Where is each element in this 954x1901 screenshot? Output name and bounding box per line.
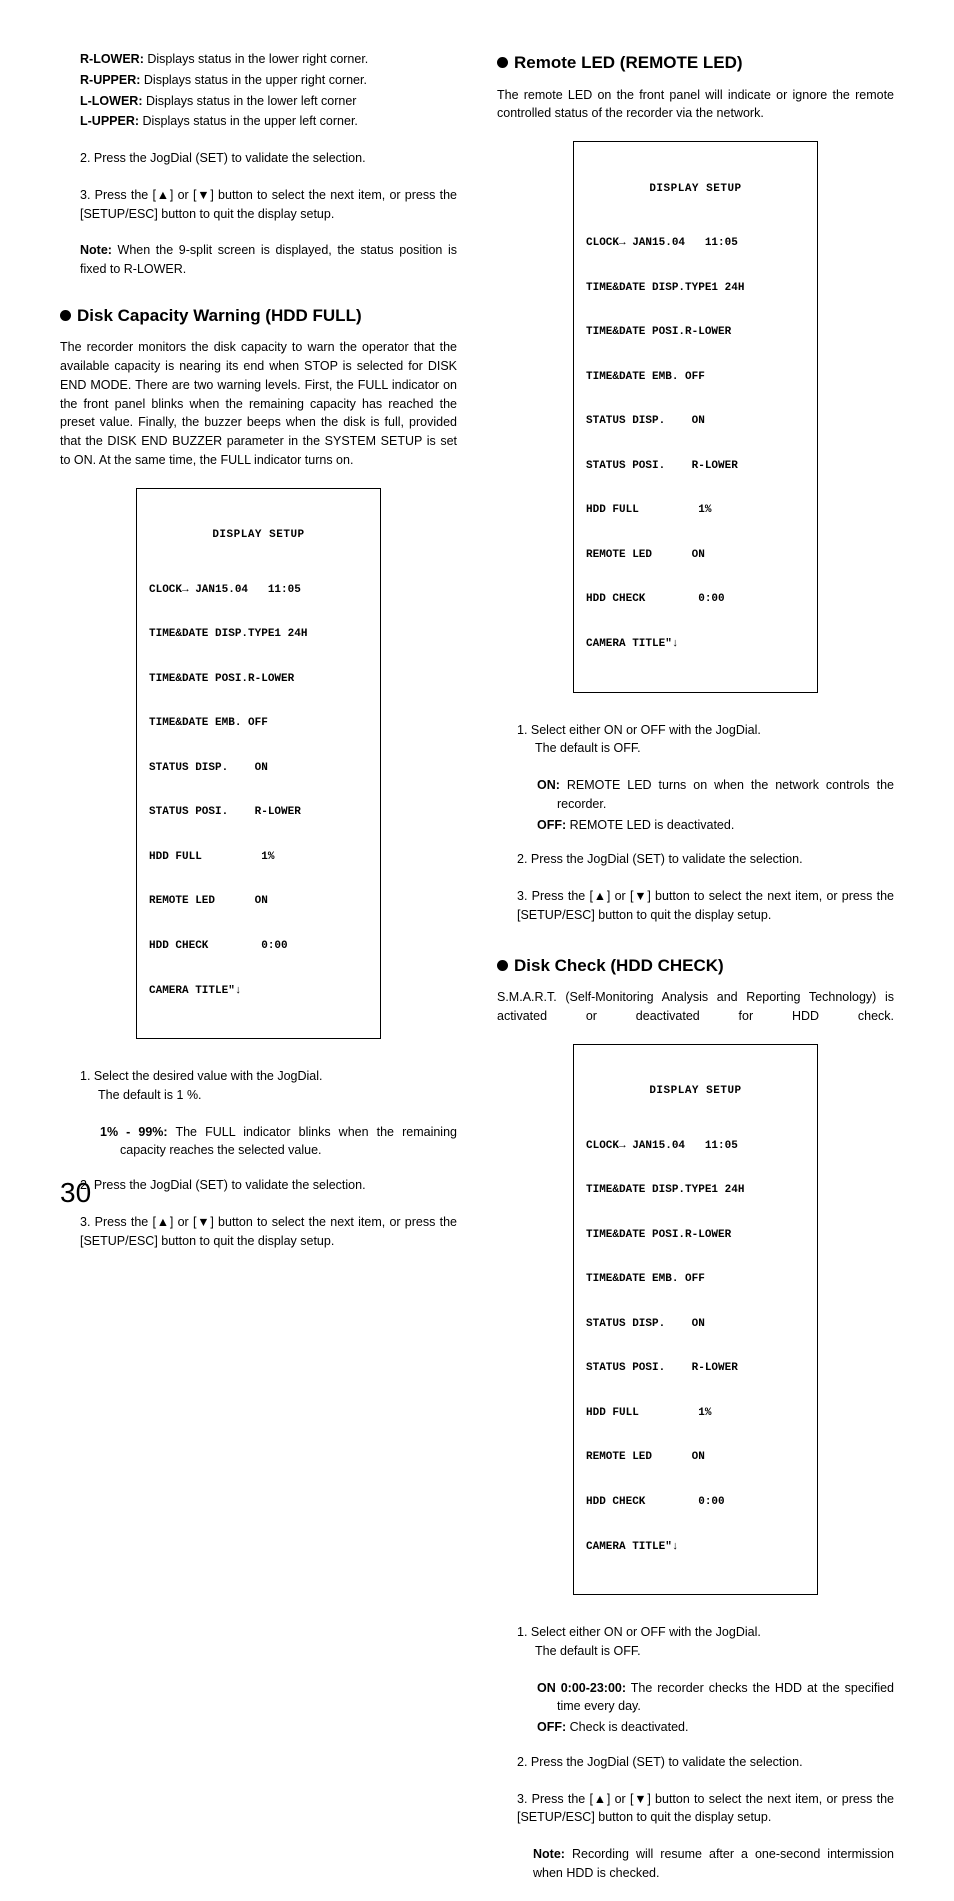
check-step-3: 3. Press the [▲] or [▼] button to select… <box>517 1790 894 1828</box>
rlower-val: Displays status in the lower right corne… <box>144 52 368 66</box>
remote-step-3: 3. Press the [▲] or [▼] button to select… <box>517 887 894 925</box>
hdd-full-description: The recorder monitors the disk capacity … <box>60 338 457 469</box>
remote-led-description: The remote LED on the front panel will i… <box>497 86 894 124</box>
display-setup-box-2: DISPLAY SETUP CLOCK→ JAN15.04 11:05 TIME… <box>573 141 818 693</box>
rlower-key: R-LOWER: <box>80 52 144 66</box>
bullet-icon <box>497 960 508 971</box>
step-2: 2. Press the JogDial (SET) to validate t… <box>80 149 457 168</box>
section-hdd-full-heading: Disk Capacity Warning (HDD FULL) <box>60 303 457 329</box>
page-columns: R-LOWER: Displays status in the lower ri… <box>60 50 894 1901</box>
llower-key: L-LOWER: <box>80 94 142 108</box>
hdd-step-2: 2. Press the JogDial (SET) to validate t… <box>80 1176 457 1195</box>
lupper-key: L-UPPER: <box>80 114 139 128</box>
hdd-step-1: 1. Select the desired value with the Jog… <box>80 1067 457 1105</box>
hdd-percent-def: 1% - 99%: The FULL indicator blinks when… <box>100 1123 457 1161</box>
display-setup-box-3: DISPLAY SETUP CLOCK→ JAN15.04 11:05 TIME… <box>573 1044 818 1596</box>
step-3: 3. Press the [▲] or [▼] button to select… <box>80 186 457 224</box>
check-note: Note: Recording will resume after a one-… <box>533 1845 894 1883</box>
left-column: R-LOWER: Displays status in the lower ri… <box>60 50 457 1901</box>
remote-on-off-defs: ON: REMOTE LED turns on when the network… <box>537 776 894 834</box>
page-number: 30 <box>60 1177 91 1209</box>
note-9split: Note: When the 9-split screen is display… <box>80 241 457 279</box>
check-on-off-defs: ON 0:00-23:00: The recorder checks the H… <box>537 1679 894 1737</box>
remote-step-2: 2. Press the JogDial (SET) to validate t… <box>517 850 894 869</box>
rupper-key: R-UPPER: <box>80 73 140 87</box>
bullet-icon <box>497 57 508 68</box>
hdd-step-3: 3. Press the [▲] or [▼] button to select… <box>80 1213 457 1251</box>
status-position-definitions: R-LOWER: Displays status in the lower ri… <box>80 50 457 131</box>
section-hdd-check-heading: Disk Check (HDD CHECK) <box>497 953 894 979</box>
llower-val: Displays status in the lower left corner <box>142 94 356 108</box>
right-column: Remote LED (REMOTE LED) The remote LED o… <box>497 50 894 1901</box>
check-step-1: 1. Select either ON or OFF with the JogD… <box>517 1623 894 1661</box>
remote-step-1: 1. Select either ON or OFF with the JogD… <box>517 721 894 759</box>
check-step-2: 2. Press the JogDial (SET) to validate t… <box>517 1753 894 1772</box>
lupper-val: Displays status in the upper left corner… <box>139 114 358 128</box>
display-setup-box-1: DISPLAY SETUP CLOCK→ JAN15.04 11:05 TIME… <box>136 488 381 1040</box>
section-remote-led-heading: Remote LED (REMOTE LED) <box>497 50 894 76</box>
rupper-val: Displays status in the upper right corne… <box>140 73 367 87</box>
bullet-icon <box>60 310 71 321</box>
hdd-check-description: S.M.A.R.T. (Self-Monitoring Analysis and… <box>497 988 894 1026</box>
